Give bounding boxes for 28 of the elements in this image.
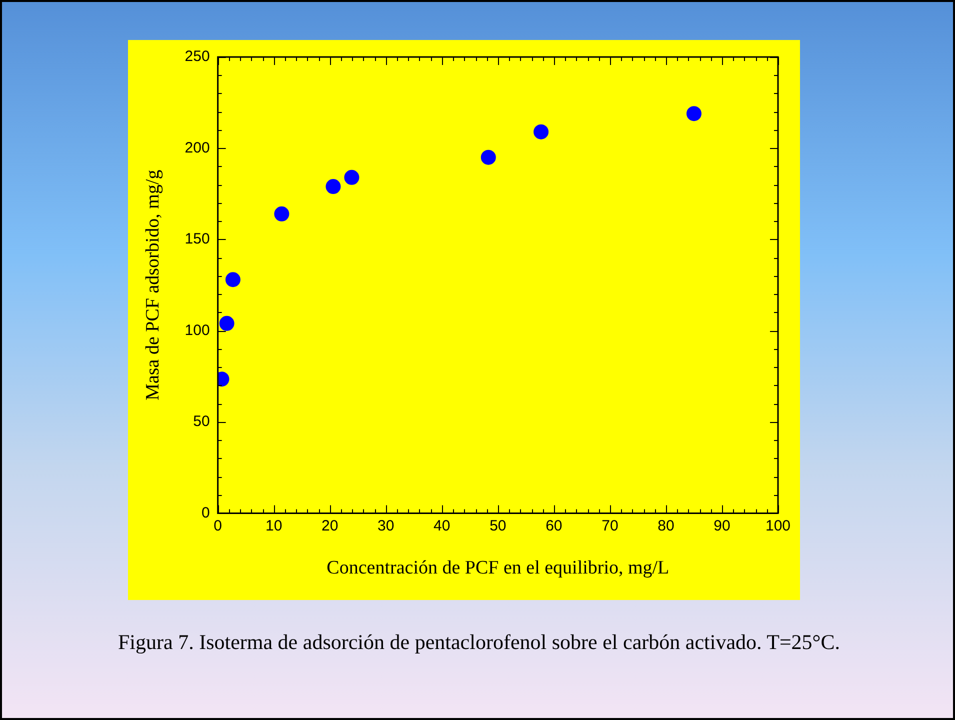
x-tick-label: 70	[602, 517, 618, 534]
x-tick-label: 20	[322, 517, 338, 534]
point	[534, 124, 549, 140]
point	[274, 206, 290, 222]
y-tick-label: 100	[184, 322, 210, 339]
x-axis-title: Concentración de PCF en el equilibrio, mg/L	[326, 558, 670, 579]
y-tick-label: 200	[184, 139, 210, 156]
x-tick-label: 100	[765, 517, 791, 534]
x-tick-label: 60	[546, 517, 562, 534]
y-tick-label: 50	[193, 413, 210, 430]
point	[480, 150, 496, 165]
y-tick-label: 250	[184, 48, 210, 66]
text: Figura 7. Isoterma de adsorción de pentaclorofenol sobre el carbón activado. T=25°C.	[118, 629, 841, 656]
y-tick-label: 0	[201, 504, 210, 522]
point	[326, 179, 341, 194]
x-tick-label: 0	[214, 517, 222, 534]
x-tick-label: 30	[378, 517, 394, 534]
point	[686, 106, 702, 122]
point	[225, 272, 240, 288]
x-tick-label: 50	[490, 517, 506, 534]
x-tick-label: 40	[434, 517, 450, 534]
x-tick-label: 10	[266, 517, 282, 534]
point	[219, 316, 234, 331]
x-tick-label: 90	[714, 517, 730, 534]
y-axis-title: Masa de PCF adsorbido, mg/g	[142, 169, 164, 400]
point	[344, 170, 360, 185]
x-tick-label: 80	[658, 517, 674, 534]
y-tick-label: 150	[184, 230, 210, 248]
